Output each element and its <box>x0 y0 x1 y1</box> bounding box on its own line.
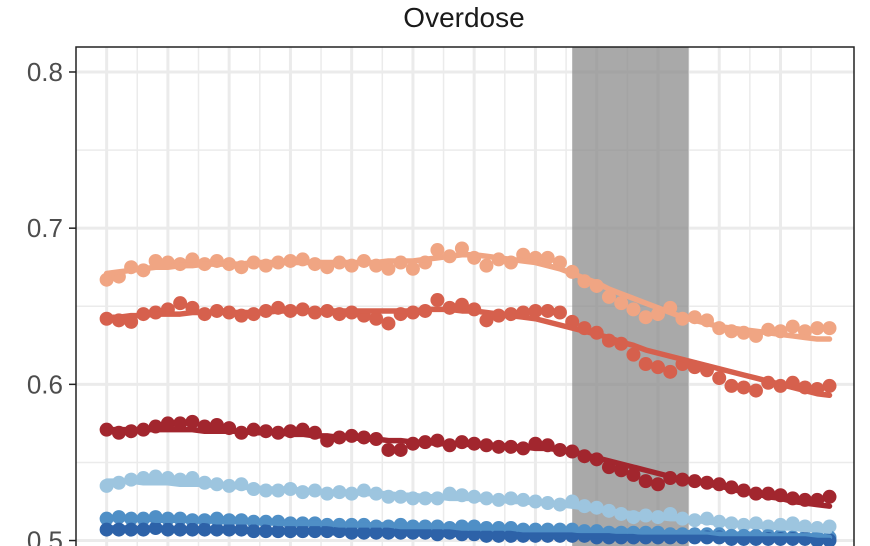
data-point <box>638 310 653 325</box>
data-point <box>430 243 445 258</box>
data-point <box>430 293 445 308</box>
series-2-fit-line <box>103 306 833 399</box>
data-point <box>663 364 678 379</box>
data-point <box>724 378 739 393</box>
data-point <box>99 272 114 287</box>
y-tick-label: 0.5 <box>27 526 63 546</box>
plot-panel-border <box>75 46 855 546</box>
data-point <box>822 489 837 504</box>
data-point <box>381 261 396 276</box>
data-point <box>185 414 200 429</box>
fit-lines-layer <box>103 251 833 544</box>
chart-title: Overdose <box>403 2 524 33</box>
data-point <box>650 360 665 375</box>
data-point <box>822 378 837 393</box>
series-3-fit-line <box>103 426 833 509</box>
data-point <box>381 442 396 457</box>
data-point <box>712 371 727 386</box>
y-tick-label: 0.6 <box>27 369 63 399</box>
data-point <box>209 417 224 432</box>
data-point <box>369 311 384 326</box>
data-point <box>638 474 653 489</box>
data-point <box>552 305 567 320</box>
y-tick-label: 0.7 <box>27 213 63 243</box>
data-point <box>822 321 837 336</box>
data-point <box>626 347 641 362</box>
data-point <box>479 313 494 328</box>
data-point <box>736 380 751 395</box>
data-point <box>173 296 188 311</box>
series-1-fit-line <box>103 251 833 342</box>
data-point <box>614 296 629 311</box>
data-point <box>381 316 396 331</box>
data-point <box>650 477 665 492</box>
data-point <box>638 357 653 372</box>
y-axis: 0.5 0.6 0.7 0.8 <box>27 57 76 546</box>
y-tick-label: 0.8 <box>27 57 63 87</box>
data-point <box>626 467 641 482</box>
data-point <box>405 261 420 276</box>
series-6-fit-line <box>103 525 833 544</box>
data-point <box>393 442 408 457</box>
series-5-fit-line <box>103 515 833 541</box>
data-point <box>748 383 763 398</box>
data-point <box>540 303 555 318</box>
data-point <box>479 258 494 273</box>
data-point <box>810 321 825 336</box>
data-point <box>601 289 616 304</box>
series-4-fit-line <box>103 478 833 534</box>
data-point <box>528 303 543 318</box>
data-point <box>785 319 800 334</box>
data-point <box>148 253 163 268</box>
data-point <box>626 302 641 317</box>
data-point <box>148 469 163 484</box>
data-point <box>540 250 555 265</box>
